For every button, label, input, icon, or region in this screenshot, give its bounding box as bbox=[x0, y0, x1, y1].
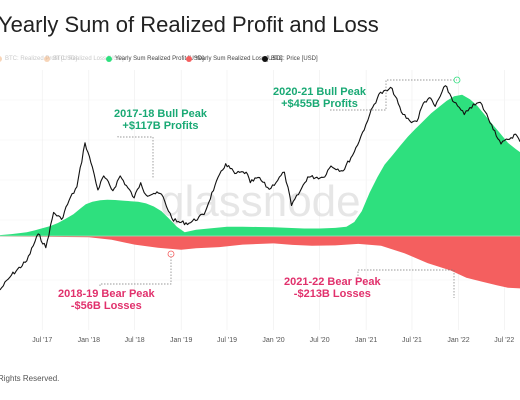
legend-swatch bbox=[0, 56, 2, 62]
legend-item[interactable]: BTC: Price [USD] bbox=[262, 56, 318, 62]
legend-item[interactable]: Yearly Sum Realized Loss [USD] bbox=[186, 56, 282, 62]
annotation-bear-2021: 2021-22 Bear Peak -$213B Losses bbox=[284, 276, 381, 300]
legend-swatch bbox=[186, 56, 192, 62]
chart-legend: BTC: Realized Profit [USD] BTC: Realized … bbox=[0, 56, 520, 68]
legend-label: BTC: Realized Loss [USD] bbox=[53, 56, 124, 62]
annotation-bear-2021-line2: -$213B Losses bbox=[293, 288, 371, 300]
x-tick-label: Jan '21 bbox=[355, 337, 377, 344]
chart-title: Yearly Sum of Realized Profit and Loss bbox=[0, 12, 379, 37]
legend-label: Yearly Sum Realized Loss [USD] bbox=[195, 56, 283, 62]
legend-label: Yearly Sum Realized Profit [USD] bbox=[115, 56, 204, 62]
legend-swatch bbox=[106, 56, 112, 62]
x-tick-label: Jul '20 bbox=[310, 337, 330, 344]
x-tick-label: Jul '21 bbox=[402, 337, 422, 344]
profit-area bbox=[0, 94, 520, 236]
legend-item[interactable]: Yearly Sum Realized Profit [USD] bbox=[106, 56, 204, 62]
legend-swatch bbox=[44, 56, 50, 62]
annotation-bear-2018: 2018-19 Bear Peak -$56B Losses bbox=[58, 288, 155, 312]
btc-price-line bbox=[0, 85, 520, 291]
x-tick-label: Jan '22 bbox=[447, 337, 469, 344]
peak-marker-bull-2020 bbox=[453, 76, 461, 84]
annotation-bear-2018-line1: 2018-19 Bear Peak bbox=[58, 288, 155, 300]
annotation-bull-2017: 2017-18 Bull Peak +$117B Profits bbox=[114, 108, 207, 132]
x-tick-label: Jul '17 bbox=[32, 337, 52, 344]
annotation-bull-2017-line1: 2017-18 Bull Peak bbox=[114, 108, 207, 120]
loss-area bbox=[0, 236, 520, 289]
annotation-bull-2020-line2: +$455B Profits bbox=[281, 98, 358, 110]
x-tick-label: Jan '18 bbox=[78, 337, 100, 344]
x-tick-label: Jul '22 bbox=[494, 337, 514, 344]
legend-swatch bbox=[262, 56, 268, 62]
annotation-bull-2020: 2020-21 Bull Peak +$455B Profits bbox=[273, 86, 366, 110]
annotation-bull-2017-line2: +$117B Profits bbox=[122, 120, 199, 132]
legend-label: BTC: Price [USD] bbox=[271, 56, 318, 62]
watermark: glassnode bbox=[160, 177, 361, 226]
annotation-connector-bull-2020 bbox=[330, 79, 457, 111]
legend-item[interactable]: BTC: Realized Loss [USD] bbox=[44, 56, 124, 62]
annotation-connector-bear-2018 bbox=[99, 254, 172, 286]
legend-label: BTC: Realized Profit [USD] bbox=[5, 56, 78, 62]
annotation-bear-2018-line2: -$56B Losses bbox=[70, 300, 142, 312]
annotation-connector-bull-2017 bbox=[117, 136, 154, 178]
annotation-bull-2020-line1: 2020-21 Bull Peak bbox=[273, 86, 366, 98]
annotation-connector-bear-2021 bbox=[357, 269, 455, 298]
x-tick-label: Jul '19 bbox=[217, 337, 237, 344]
legend-item[interactable]: BTC: Realized Profit [USD] bbox=[0, 56, 77, 62]
annotation-bear-2021-line1: 2021-22 Bear Peak bbox=[284, 276, 381, 288]
peak-marker-bear-2018 bbox=[167, 250, 175, 258]
x-tick-label: Jul '18 bbox=[125, 337, 145, 344]
footer-copyright: Rights Reserved. bbox=[0, 374, 60, 383]
x-tick-label: Jan '19 bbox=[170, 337, 192, 344]
x-tick-label: Jan '20 bbox=[262, 337, 284, 344]
